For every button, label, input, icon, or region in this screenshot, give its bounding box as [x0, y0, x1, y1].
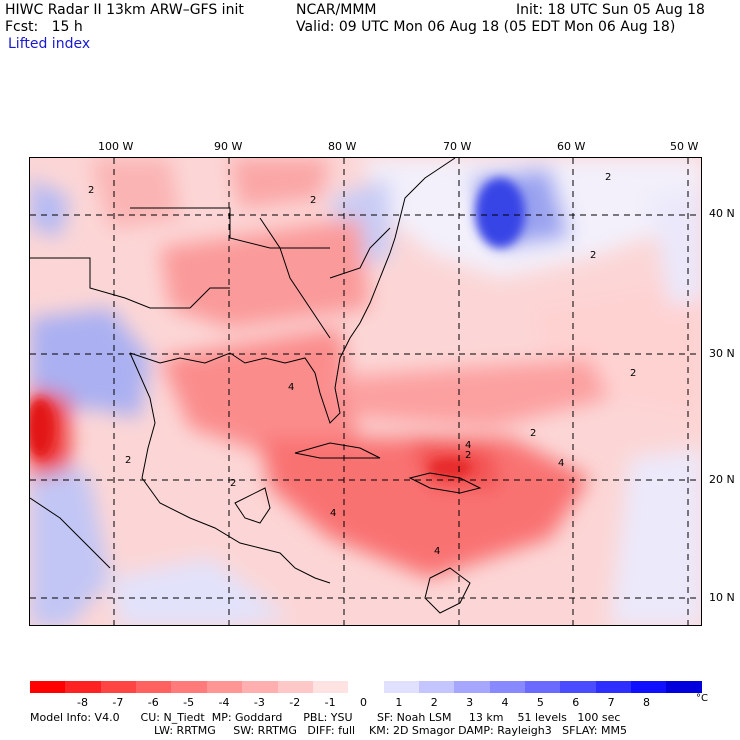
colorbar-unit: °C — [696, 693, 708, 704]
colorbar-tick-label: 3 — [466, 696, 474, 709]
coastlines — [30, 158, 482, 614]
colorbar-tick-label: -3 — [253, 696, 265, 709]
colorbar-tick-label: -2 — [289, 696, 301, 709]
lat-label: 10 N — [709, 591, 735, 604]
organization: NCAR/MMM — [296, 2, 377, 18]
colorbar-swatch — [30, 681, 66, 693]
contour-label: 2 — [530, 428, 536, 439]
contour-label: 2 — [465, 450, 471, 461]
colorbar-swatch — [312, 681, 349, 693]
map-panel: 2 2 2 2 2 2 2 4 4 4 4 4 2 2 — [29, 157, 702, 626]
lat-label: 30 N — [709, 347, 735, 360]
lat-label: 40 N — [709, 207, 735, 220]
lat-label: 20 N — [709, 473, 735, 486]
lon-label: 90 W — [214, 140, 243, 153]
colorbar-swatch — [525, 681, 561, 693]
lon-label: 70 W — [443, 140, 472, 153]
init-time: Init: 18 UTC Sun 05 Aug 18 — [516, 2, 705, 18]
model-info-line-2: LW: RRTMG SW: RRTMG DIFF: full KM: 2D Sm… — [154, 724, 627, 737]
colorbar-swatch — [100, 681, 137, 693]
colorbar-tick-label: 6 — [572, 696, 580, 709]
contour-label: 4 — [434, 546, 440, 557]
model-info-line-1: Model Info: V4.0 CU: N_Tiedt MP: Goddard… — [30, 711, 621, 724]
colorbar-tick-label: -4 — [218, 696, 230, 709]
colorbar-tick-label: 8 — [642, 696, 650, 709]
contour-label: 2 — [605, 172, 611, 183]
colorbar-tick-label: -6 — [147, 696, 159, 709]
colorbar-swatch — [631, 681, 667, 693]
colorbar-tick-label: 2 — [430, 696, 438, 709]
colorbar-tick-label: -1 — [324, 696, 336, 709]
contour-label: 2 — [310, 195, 316, 206]
colorbar-swatch — [560, 681, 596, 693]
contour-label: 4 — [288, 382, 294, 393]
colorbar — [30, 681, 702, 693]
colorbar-swatch — [277, 681, 313, 693]
colorbar-swatch — [206, 681, 243, 693]
contour-label: 2 — [125, 455, 131, 466]
colorbar-swatch — [65, 681, 101, 693]
colorbar-swatch — [136, 681, 172, 693]
contour-labels: 2 2 2 2 2 2 2 4 4 4 4 4 2 2 — [88, 172, 636, 557]
colorbar-tick-label: -8 — [77, 696, 89, 709]
lifted-index-map: 2 2 2 2 2 2 2 4 4 4 4 4 2 2 — [30, 158, 701, 625]
colorbar-swatch — [348, 681, 384, 693]
colorbar-tick-label: -5 — [183, 696, 195, 709]
colorbar-tick-label: 4 — [501, 696, 509, 709]
contour-label: 4 — [330, 508, 336, 519]
lon-label: 100 W — [98, 140, 134, 153]
colorbar-swatch — [666, 681, 702, 693]
forecast-hour: Fcst: 15 h — [5, 19, 83, 35]
contour-label: 2 — [88, 185, 94, 196]
colorbar-swatch — [242, 681, 278, 693]
colorbar-tick-label: -7 — [112, 696, 124, 709]
colorbar-swatch — [454, 681, 490, 693]
lon-label: 50 W — [670, 140, 699, 153]
model-title: HIWC Radar II 13km ARW–GFS init — [5, 2, 244, 18]
colorbar-tick-label: 1 — [395, 696, 403, 709]
contour-label: 2 — [590, 250, 596, 261]
colorbar-swatch — [171, 681, 207, 693]
blue-maximum — [475, 178, 525, 248]
colorbar-tick-label: 5 — [536, 696, 544, 709]
field-name: Lifted index — [8, 36, 91, 52]
colorbar-swatch — [595, 681, 632, 693]
colorbar-swatch — [383, 681, 419, 693]
colorbar-tick-label: 7 — [607, 696, 615, 709]
contour-label: 4 — [558, 458, 564, 469]
colorbar-tick-label: 0 — [360, 696, 367, 709]
valid-time: Valid: 09 UTC Mon 06 Aug 18 (05 EDT Mon … — [296, 19, 676, 35]
colorbar-swatch — [489, 681, 526, 693]
red-maximum — [30, 398, 54, 458]
lon-label: 80 W — [328, 140, 357, 153]
contour-label: 2 — [230, 478, 236, 489]
contour-label: 2 — [630, 368, 636, 379]
graticule — [30, 158, 701, 625]
contour-label: 4 — [465, 440, 471, 451]
colorbar-swatch — [418, 681, 455, 693]
lon-label: 60 W — [557, 140, 586, 153]
